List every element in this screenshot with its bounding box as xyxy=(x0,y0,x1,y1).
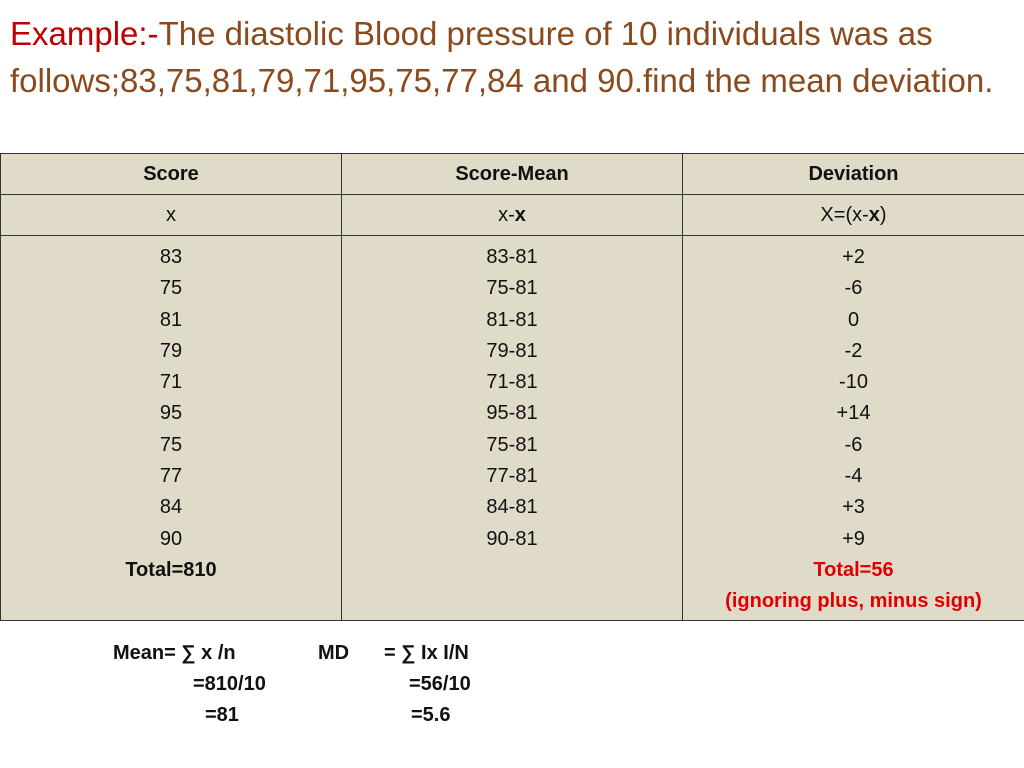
score-minus-mean-column: 83-81 75-81 81-81 79-81 71-81 95-81 75-8… xyxy=(341,235,683,621)
md-result: =5.6 xyxy=(411,704,451,726)
md-label: MD xyxy=(318,642,350,664)
deviation-value: 0 xyxy=(847,308,860,331)
subheader-x-minus-mean: x-x xyxy=(341,194,683,236)
deviation-note: (ignoring plus, minus sign) xyxy=(725,590,982,613)
mean-result: =81 xyxy=(205,704,239,726)
score-minus-mean-value: 75-81 xyxy=(486,433,538,456)
scores-column: 83 75 81 79 71 95 75 77 84 90 Total=810 xyxy=(0,235,342,621)
table-header-row: Score Score-Mean Deviation xyxy=(0,153,1024,195)
md-calculation: =56/10 xyxy=(409,673,471,695)
deviation-value: +14 xyxy=(836,402,871,425)
deviation-value: -6 xyxy=(844,277,863,300)
header-score: Score xyxy=(0,153,342,195)
subheader-x-minus-mean-bold: x xyxy=(514,203,526,226)
score-value: 83 xyxy=(159,246,183,268)
score-value: 81 xyxy=(159,308,183,331)
score-value: 75 xyxy=(159,277,183,300)
deviation-value: -2 xyxy=(844,339,863,362)
deviation-value: -4 xyxy=(844,465,863,488)
title-lead: Example:- xyxy=(10,15,159,52)
subheader-x: x xyxy=(0,194,342,236)
score-value: 79 xyxy=(159,339,183,362)
score-value: 90 xyxy=(159,527,183,550)
score-minus-mean-value: 84-81 xyxy=(486,496,538,519)
score-minus-mean-value: 75-81 xyxy=(486,277,538,300)
subheader-deviation-pre: X=(x- xyxy=(820,203,869,226)
score-value: 77 xyxy=(159,465,183,488)
subheader-deviation-post: ) xyxy=(879,203,887,226)
score-minus-mean-value: 81-81 xyxy=(486,308,538,331)
deviation-value: +9 xyxy=(842,527,865,550)
score-minus-mean-value: 79-81 xyxy=(486,339,538,362)
score-minus-mean-value: 95-81 xyxy=(486,402,538,425)
subheader-deviation-bold: x xyxy=(868,203,880,226)
score-value: 95 xyxy=(159,402,183,425)
table-subheader-row: x x-x X=(x-x) xyxy=(0,194,1024,236)
deviation-total: Total=56 xyxy=(813,558,894,581)
slide-title: Example:-The diastolic Blood pressure of… xyxy=(10,10,1018,104)
deviation-column: +2 -6 0 -2 -10 +14 -6 -4 +3 +9 Total=56 … xyxy=(682,235,1024,621)
score-minus-mean-value: 90-81 xyxy=(486,527,538,550)
table-body-row: 83 75 81 79 71 95 75 77 84 90 Total=810 … xyxy=(0,235,1024,621)
score-minus-mean-value: 83-81 xyxy=(486,246,538,268)
subheader-deviation-formula: X=(x-x) xyxy=(682,194,1024,236)
header-deviation: Deviation xyxy=(682,153,1024,195)
deviation-value: +3 xyxy=(842,496,865,519)
score-value: 75 xyxy=(159,433,183,456)
deviation-value: -10 xyxy=(839,371,868,394)
deviation-table: Score Score-Mean Deviation x x-x X=(x-x)… xyxy=(0,153,1024,621)
score-minus-mean-value: 71-81 xyxy=(486,371,538,394)
deviation-value: -6 xyxy=(844,433,863,456)
subheader-x-minus-mean-pre: x- xyxy=(498,203,515,226)
score-value: 71 xyxy=(159,371,183,394)
score-total: Total=810 xyxy=(125,558,217,581)
title-text: The diastolic Blood pressure of 10 indiv… xyxy=(10,15,994,99)
mean-calculation: =810/10 xyxy=(193,673,266,695)
deviation-value: +2 xyxy=(842,246,865,268)
score-value: 84 xyxy=(159,496,183,519)
score-minus-mean-value: 77-81 xyxy=(486,465,538,488)
header-score-mean: Score-Mean xyxy=(341,153,683,195)
md-formula: = ∑ Ix I/N xyxy=(384,642,469,664)
mean-formula: Mean= ∑ x /n xyxy=(113,642,236,664)
